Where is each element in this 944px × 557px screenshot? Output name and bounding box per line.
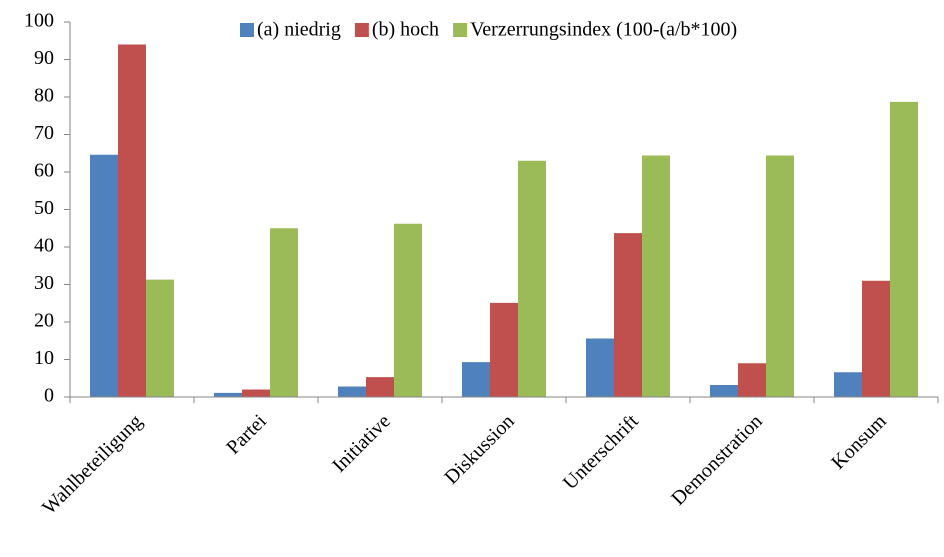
bar	[890, 101, 918, 397]
y-tick-label: 100	[24, 10, 54, 32]
bar	[834, 372, 862, 397]
bar	[270, 228, 298, 397]
bar	[394, 223, 422, 397]
bar	[90, 154, 118, 397]
x-tick-label: Demonstration	[667, 410, 767, 510]
bar	[462, 362, 490, 397]
y-tick-label: 60	[34, 160, 54, 182]
y-tick-label: 10	[34, 347, 54, 369]
x-tick-label: Diskussion	[440, 410, 518, 488]
bar	[710, 385, 738, 397]
legend-label: Verzerrungsindex (100-(a/b*100)	[470, 19, 737, 41]
bar	[766, 155, 794, 397]
bar	[366, 377, 394, 397]
bar	[586, 338, 614, 397]
y-tick-label: 70	[34, 122, 54, 144]
bar	[862, 280, 890, 397]
y-tick-label: 40	[34, 235, 54, 257]
legend-swatch	[354, 23, 369, 37]
legend-label: (b) hoch	[372, 19, 439, 41]
x-tick-label: Initiative	[328, 410, 395, 477]
x-tick-label: Unterschrift	[559, 410, 643, 494]
y-tick-label: 90	[34, 47, 54, 69]
bar	[614, 233, 642, 397]
y-tick-label: 0	[44, 385, 54, 407]
bar	[146, 279, 174, 397]
bar	[518, 160, 546, 397]
bar	[118, 44, 146, 397]
y-tick-label: 30	[34, 272, 54, 294]
legend-swatch	[453, 23, 468, 37]
bar	[214, 392, 242, 397]
x-tick-label: Partei	[222, 410, 271, 459]
bar	[738, 363, 766, 397]
y-tick-label: 20	[34, 310, 54, 332]
y-tick-label: 80	[34, 85, 54, 107]
y-tick-label: 50	[34, 197, 54, 219]
legend-swatch	[240, 23, 254, 37]
bar	[642, 155, 670, 397]
bar	[242, 389, 270, 397]
x-tick-label: Konsum	[827, 410, 891, 474]
bar	[338, 386, 366, 397]
bar	[490, 302, 518, 397]
legend-label: (a) niedrig	[257, 19, 341, 41]
x-tick-label: Wahlbeteiligung	[38, 410, 147, 519]
